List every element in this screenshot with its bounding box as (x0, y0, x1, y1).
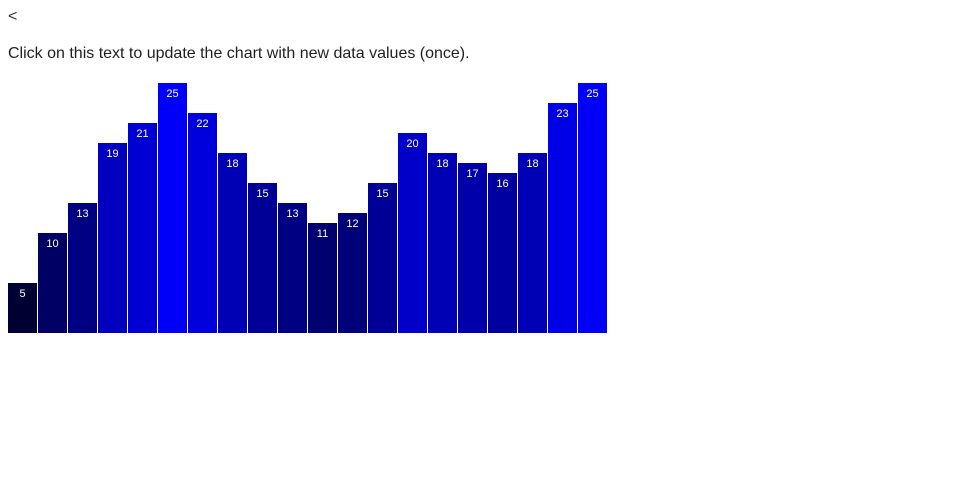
bar (488, 173, 517, 333)
bar (98, 143, 127, 333)
bar-value-label: 15 (376, 188, 388, 200)
bar (218, 153, 247, 333)
update-caption[interactable]: Click on this text to update the chart w… (8, 45, 470, 62)
bar (68, 203, 97, 333)
bar (188, 113, 217, 333)
bar-value-label: 16 (496, 178, 508, 190)
bar (278, 203, 307, 333)
bar (248, 183, 277, 333)
bar (548, 103, 577, 333)
bar (398, 133, 427, 333)
bar-value-label: 17 (466, 168, 478, 180)
bar-value-label: 10 (46, 238, 58, 250)
bar (518, 153, 547, 333)
bar (158, 83, 187, 333)
bar-value-label: 19 (106, 148, 118, 160)
bar-value-label: 12 (346, 218, 358, 230)
bar-value-label: 13 (76, 208, 88, 220)
bar (368, 183, 397, 333)
bar-value-label: 23 (556, 108, 568, 120)
bar (338, 213, 367, 333)
bar (8, 283, 37, 333)
bar (308, 223, 337, 333)
bar-value-label: 21 (136, 128, 148, 140)
bar-value-label: 20 (406, 138, 418, 150)
bar-value-label: 15 (256, 188, 268, 200)
bar (38, 233, 67, 333)
bar (428, 153, 457, 333)
bar-value-label: 25 (586, 88, 598, 100)
bar-value-label: 18 (526, 158, 538, 170)
bar (578, 83, 607, 333)
bar-value-label: 13 (286, 208, 298, 220)
bar-value-label: 18 (226, 158, 238, 170)
bar-value-label: 11 (317, 228, 328, 240)
page: < Click on this text to update the chart… (8, 8, 952, 333)
bar-value-label: 22 (196, 118, 208, 130)
bar-value-label: 18 (436, 158, 448, 170)
bar (128, 123, 157, 333)
bar-chart: 5 10 13 19 21 25 22 18 15 13 11 12 15 20 18 17 16 18 23 25 (8, 83, 607, 333)
bar (458, 163, 487, 333)
back-link[interactable]: < (8, 8, 18, 25)
bar-value-label: 25 (166, 88, 178, 100)
bar-value-label: 5 (19, 288, 25, 300)
